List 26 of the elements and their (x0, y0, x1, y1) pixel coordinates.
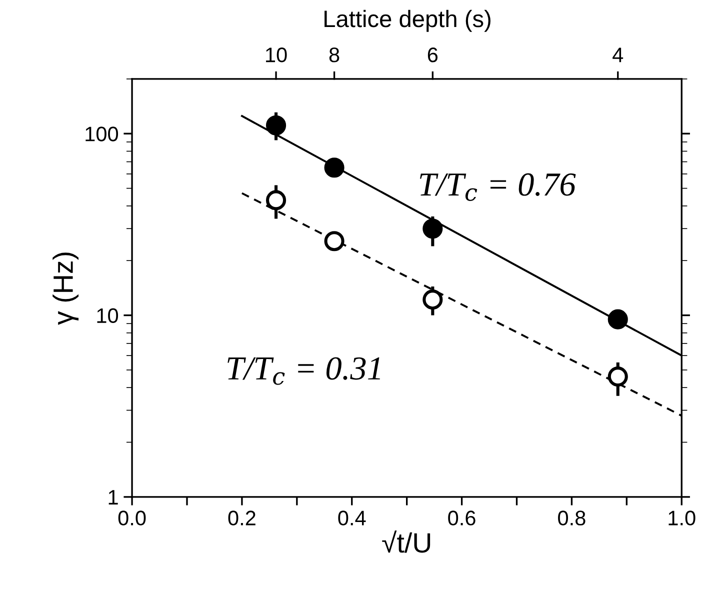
annotation: 10 (266, 48, 287, 62)
point (266, 115, 286, 136)
point (422, 218, 443, 239)
point (324, 231, 344, 252)
x-axis-title: √t/U (382, 530, 430, 553)
point (608, 366, 628, 387)
x-tick-label: 1.0 (668, 510, 696, 526)
point (266, 190, 286, 210)
x-tick-label: 0.2 (228, 510, 256, 526)
annotation: 6 (428, 48, 438, 62)
x-tick-label: 0.4 (338, 510, 366, 526)
point (324, 158, 344, 178)
y-tick-label: 10 (97, 308, 118, 324)
y-axis-title: γ (Hz) (52, 252, 79, 325)
x-tick-label: 0.6 (448, 510, 476, 526)
annotation: T/T$_{c}$ = 0.31 (228, 357, 380, 385)
annotation: T/T$_{c}$ = 0.76 (420, 173, 576, 201)
y-tick-label: 100 (86, 126, 118, 142)
point (422, 290, 443, 310)
y-tick-label: 1 (108, 490, 118, 504)
annotation: 4 (612, 48, 624, 62)
annotation: 8 (329, 48, 340, 62)
x-tick-label: 0.8 (558, 510, 586, 526)
x-tick-label: 0.0 (118, 510, 146, 526)
point (608, 309, 628, 330)
x2-axis-title: Lattice depth (s) (324, 10, 490, 32)
